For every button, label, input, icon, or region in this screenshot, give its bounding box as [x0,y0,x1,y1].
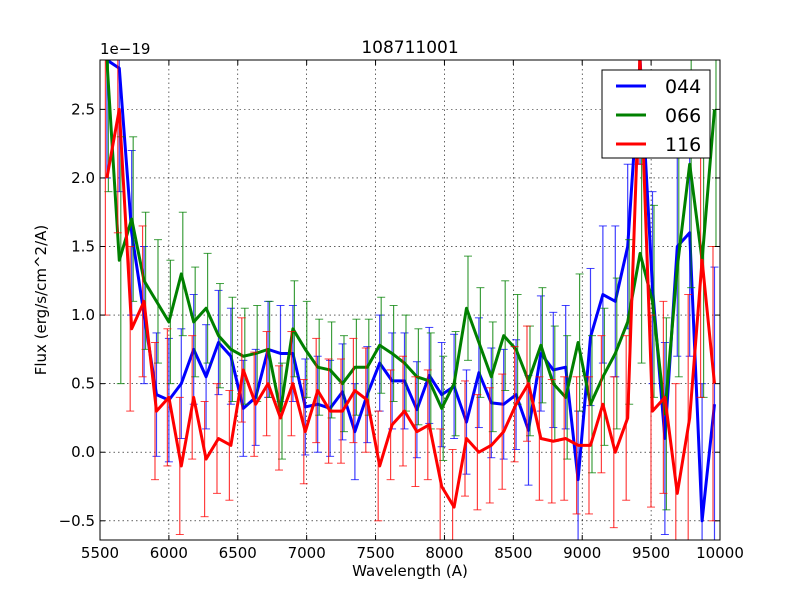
y-offset-label: 1e−19 [100,40,150,58]
x-tick-label: 8500 [494,544,532,562]
x-tick-label: 10000 [696,544,744,562]
x-tick-label: 7000 [288,544,326,562]
series-line-066 [105,60,716,416]
ticks: 5500 6000 6500 7000 7500 8000 8500 9000 9500 1000… [59,60,744,562]
legend: 044 066 116 [601,69,711,159]
axes-frame [99,59,721,541]
plot-area [101,60,720,540]
x-tick-label: 9000 [563,544,601,562]
y-tick-label: 0.0 [71,443,95,461]
x-tick-label: 8000 [425,544,463,562]
y-tick-label: −0.5 [59,512,95,530]
legend-label-044: 044 [665,76,701,98]
chart-title: 108711001 [361,38,458,58]
x-tick-label: 6500 [219,544,257,562]
x-axis-label: Wavelength (A) [352,562,468,580]
legend-label-066: 066 [665,105,701,127]
series-044 [102,60,719,540]
legend-label-116: 116 [665,134,701,156]
y-tick-label: 1.0 [71,306,95,324]
series-116 [101,60,717,540]
x-tick-label: 9500 [632,544,670,562]
series-line-044 [106,60,716,523]
x-tick-label: 5500 [81,544,119,562]
y-tick-label: 2.0 [71,169,95,187]
series-line-116 [105,60,716,509]
y-tick-label: 2.5 [71,100,95,118]
x-tick-label: 7500 [356,544,394,562]
y-tick-label: 0.5 [71,375,95,393]
y-tick-label: 1.5 [71,238,95,256]
x-tick-label: 6000 [150,544,188,562]
y-axis-label: Flux (erg/s/cm^2/A) [32,225,50,376]
